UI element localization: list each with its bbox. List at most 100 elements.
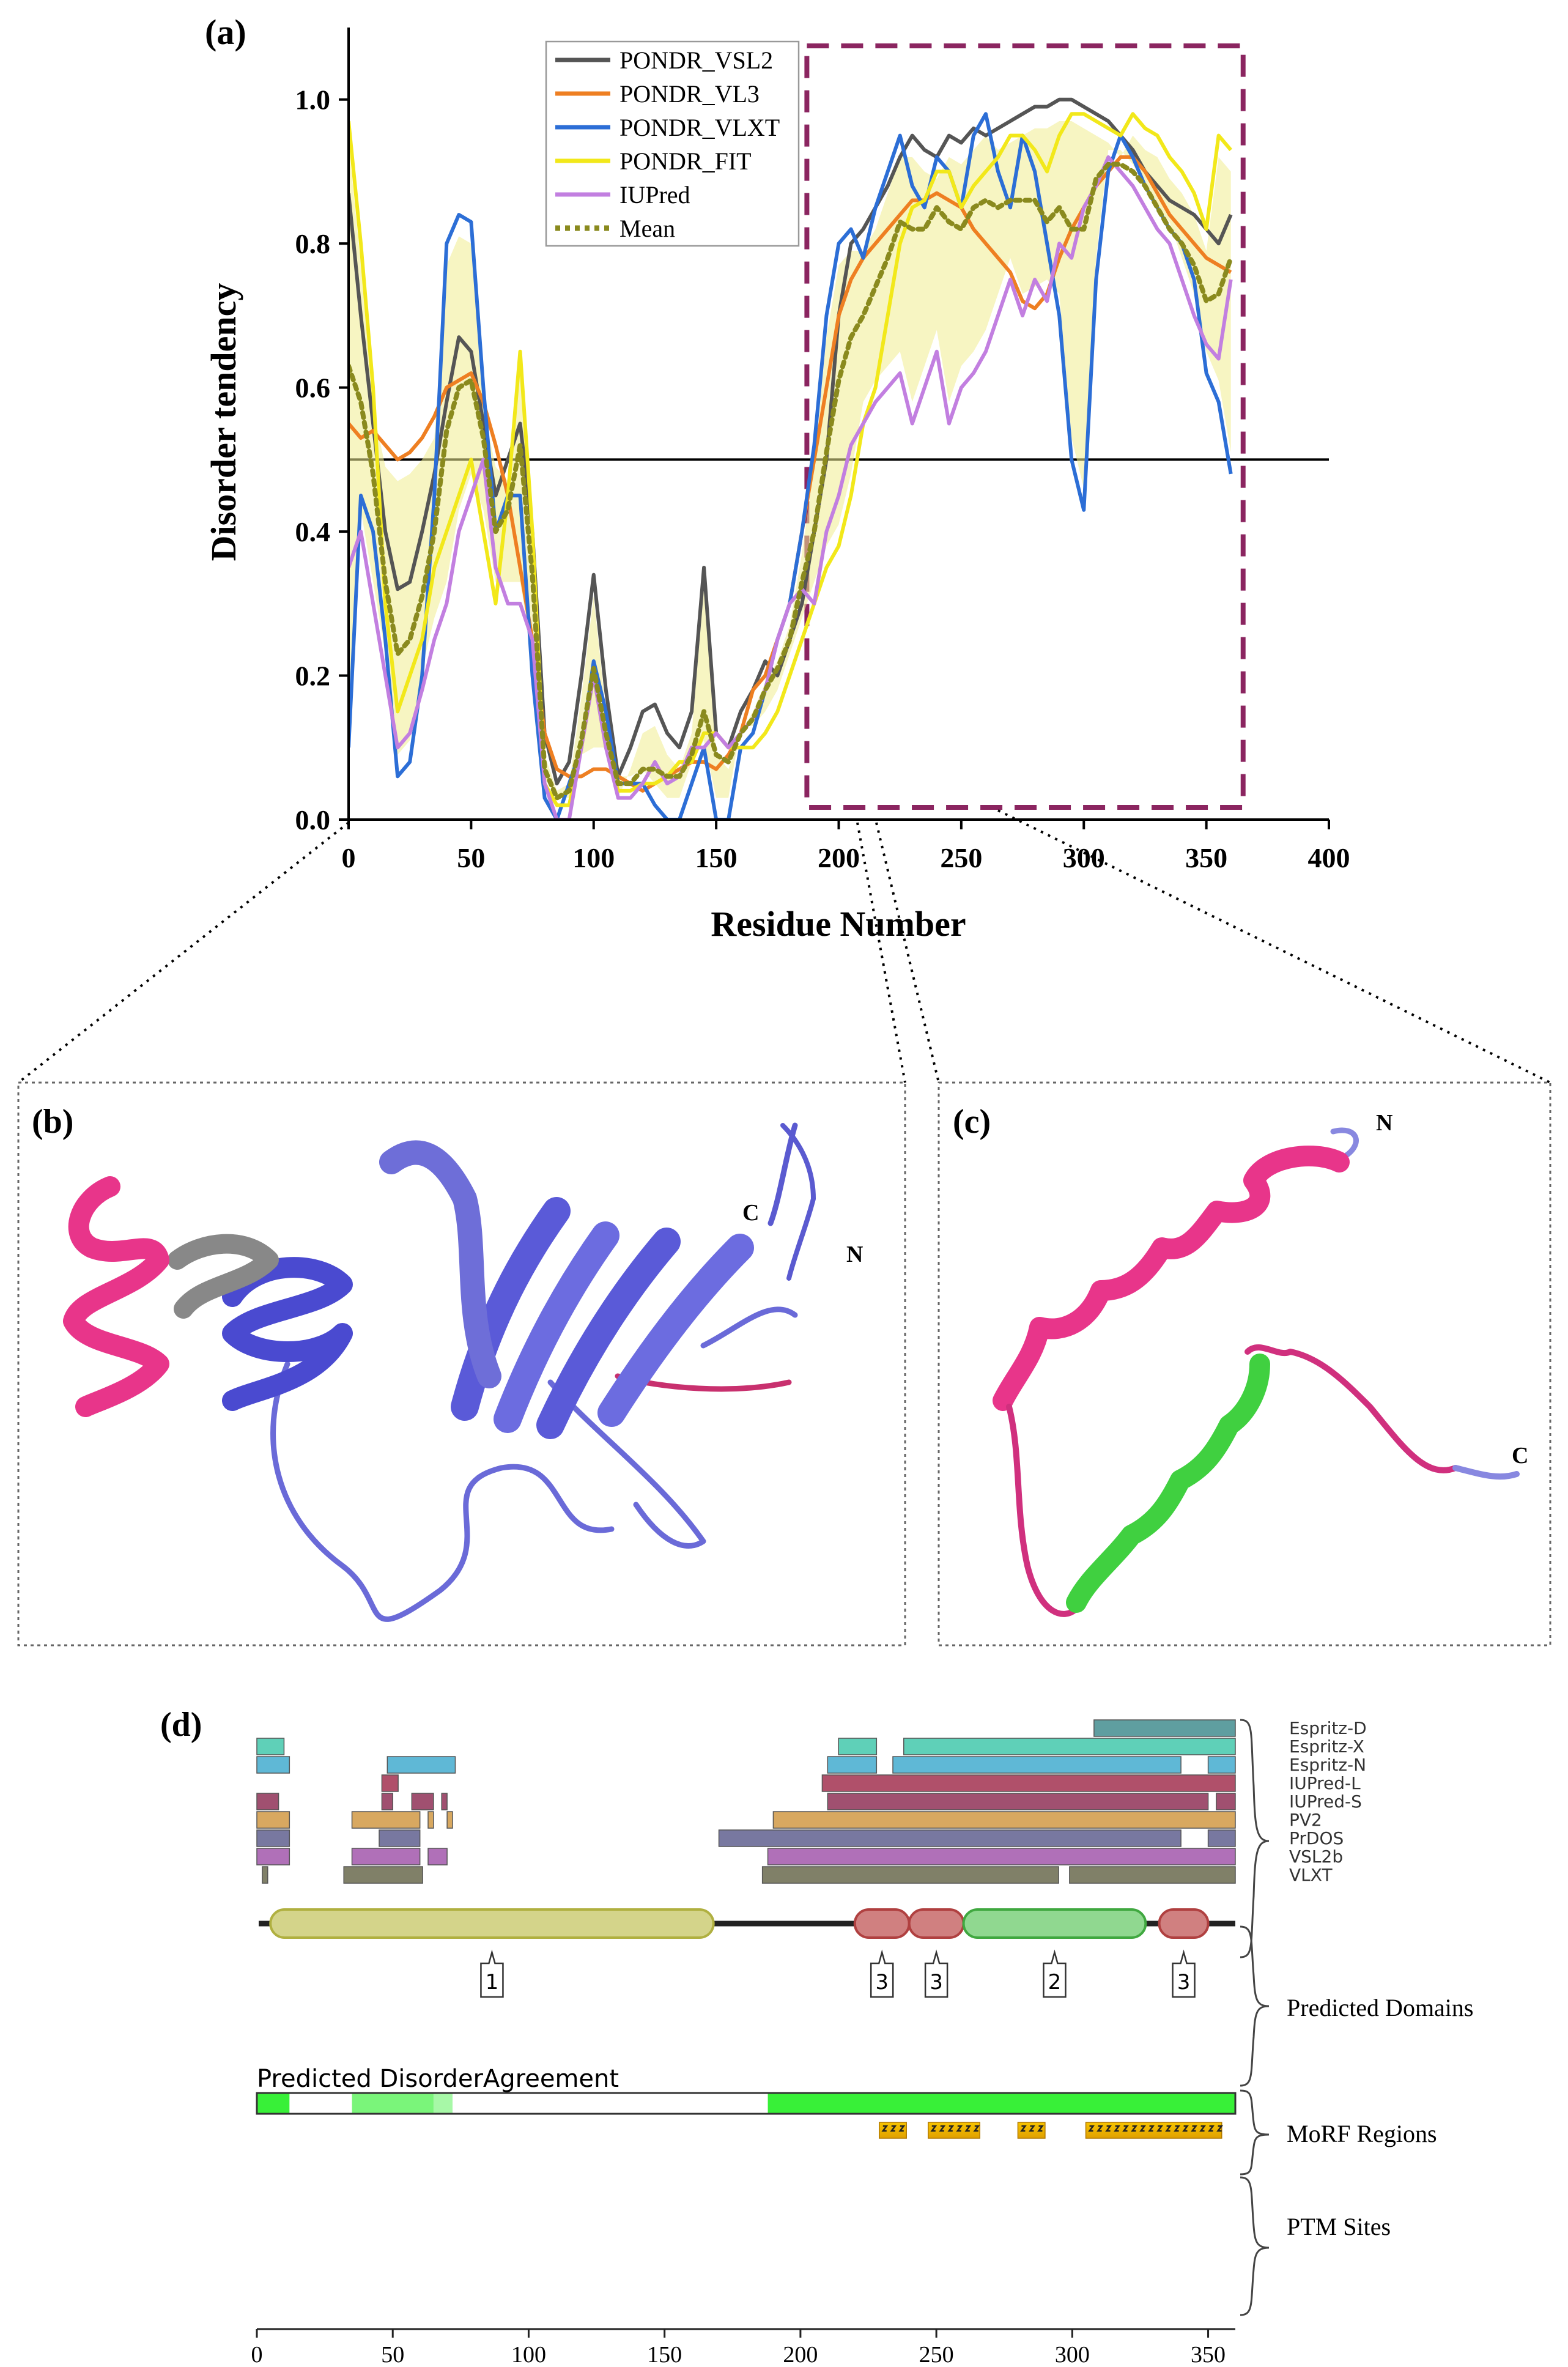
domain-1 (269, 1908, 715, 1939)
morf-hatch (1088, 2125, 1095, 2132)
helix-green-c (1066, 1354, 1270, 1613)
track-label: IUPred-L (1289, 1773, 1361, 1793)
n-terminus-label-c: N (1376, 1110, 1392, 1136)
y-ticks: 0.0 0.2 0.4 0.6 0.8 1.0 (295, 84, 349, 835)
beta-strand-3 (536, 1228, 681, 1439)
morf-hatch (1131, 2125, 1138, 2132)
helix-gray (168, 1234, 279, 1319)
track-segment-iupred-s (381, 1793, 393, 1810)
agreement-segment (767, 2093, 1235, 2114)
domain-tag (1172, 1949, 1196, 1998)
track-segment-iupred-l (821, 1774, 1236, 1792)
track-label: PV2 (1289, 1810, 1322, 1830)
domain-tag (870, 1949, 894, 1998)
track-segment-espritz-n (1207, 1756, 1236, 1774)
panel-a-label: (a) (205, 12, 246, 52)
morf-hatch (890, 2125, 897, 2132)
legend-entry: Mean (619, 215, 675, 242)
predictor-tracks (256, 1719, 1236, 1884)
panel-c: (c) N C (937, 1081, 1551, 1647)
track-segment-vsl2b (427, 1848, 448, 1865)
beta-strand-2 (494, 1221, 619, 1433)
agreement-bar (257, 2093, 1235, 2114)
x-tick-label: 400 (1308, 842, 1350, 873)
track-segment-prdos (1207, 1829, 1236, 1847)
morf-hatch (930, 2125, 937, 2132)
legend-entry: PONDR_VSL2 (619, 46, 773, 74)
domain-3 (908, 1908, 965, 1939)
n-term-tail-c (1330, 1127, 1359, 1159)
track-segment-espritz-x (838, 1738, 878, 1755)
domain-tag (924, 1949, 949, 1998)
morf-hatch (1037, 2125, 1044, 2132)
track-segment-espritz-n (827, 1756, 878, 1774)
track-label: VLXT (1289, 1865, 1333, 1885)
morf-hatch (1019, 2125, 1027, 2132)
highlight-region-box (804, 43, 1246, 810)
track-segment-espritz-n (386, 1756, 456, 1774)
track-segment-vsl2b (351, 1848, 421, 1865)
d-x-tick-label: 200 (783, 2342, 818, 2367)
track-segment-espritz-n (892, 1756, 1182, 1774)
y-tick-label: 1.0 (295, 84, 331, 116)
morf-hatch (1174, 2125, 1181, 2132)
track-segment-pv2 (427, 1811, 434, 1829)
track-segment-pv2 (256, 1811, 290, 1829)
morf-hatch (964, 2125, 972, 2132)
x-ticks: 0 50 100 150 200 250 300 350 400 (342, 820, 1350, 873)
zoom-connectors (17, 809, 1551, 1084)
legend-entry: IUPred (619, 181, 690, 209)
y-tick-label: 0.6 (295, 372, 331, 404)
morf-hatch (1199, 2125, 1207, 2132)
connector-b-right (856, 822, 906, 1083)
helix-blue (222, 1257, 353, 1411)
n-terminus-label: N (846, 1242, 863, 1267)
x-tick-label: 250 (940, 842, 982, 873)
track-segment-pv2 (351, 1811, 421, 1829)
track-segment-espritz-x (903, 1738, 1236, 1755)
morf-hatch (939, 2125, 946, 2132)
n-term-tail (780, 1123, 816, 1281)
track-segment-vsl2b (256, 1848, 290, 1865)
ptm-label: PTM Sites (1287, 2213, 1391, 2240)
domain-id-label: 1 (486, 1970, 499, 1995)
track-segment-iupred-s (827, 1793, 1209, 1810)
track-segment-iupred-l (381, 1774, 399, 1792)
track-segment-iupred-s (1216, 1793, 1236, 1810)
domain-tag (1043, 1949, 1067, 1998)
y-tick-label: 0.2 (295, 661, 331, 692)
agreement-segment (352, 2093, 434, 2114)
loop-c-term (700, 1306, 798, 1349)
panel-d: (d) Espritz-DEspritz-XEspritz-NIUPred-LI… (160, 1706, 1474, 2367)
d-x-ticks: 0 50 100 150 200 250 300 350 (251, 2329, 1226, 2367)
legend: PONDR_VSL2 PONDR_VL3 PONDR_VLXT PONDR_FIT IU… (555, 46, 780, 242)
legend-entry: PONDR_VLXT (619, 114, 780, 141)
morf-hatch (898, 2125, 906, 2132)
y-tick-label: 0.0 (295, 804, 331, 835)
series-mean (349, 161, 1233, 801)
predicted-domains: 1 3 3 2 3 (269, 1908, 1210, 1998)
tracks-bracket (1240, 1719, 1270, 1958)
domain-id-label: 3 (875, 1970, 889, 1995)
morf-hatch (1114, 2125, 1121, 2132)
track-segment-prdos (718, 1829, 1182, 1847)
x-tick-label: 150 (695, 842, 738, 873)
agreement-label: Predicted DisorderAgreement (257, 2065, 619, 2093)
agreement-segment (433, 2093, 453, 2114)
series-iupred (349, 155, 1233, 820)
agreement-bar-border (256, 2092, 1237, 2115)
track-segment-pv2 (446, 1811, 453, 1829)
d-x-tick-label: 250 (919, 2342, 954, 2367)
track-segment-prdos (379, 1829, 421, 1847)
domains-bracket (1240, 1925, 1270, 2087)
helix-pink (63, 1176, 169, 1417)
panel-c-label: (c) (953, 1103, 991, 1141)
d-x-tick-label: 350 (1191, 2342, 1226, 2367)
beta-strand-4 (597, 1234, 754, 1427)
c-terminus-label-c: C (1512, 1443, 1528, 1469)
legend-entry: PONDR_FIT (619, 147, 752, 175)
morf-hatch (1156, 2125, 1164, 2132)
panel-c-frame (937, 1081, 1551, 1647)
track-label: Espritz-N (1289, 1755, 1366, 1775)
